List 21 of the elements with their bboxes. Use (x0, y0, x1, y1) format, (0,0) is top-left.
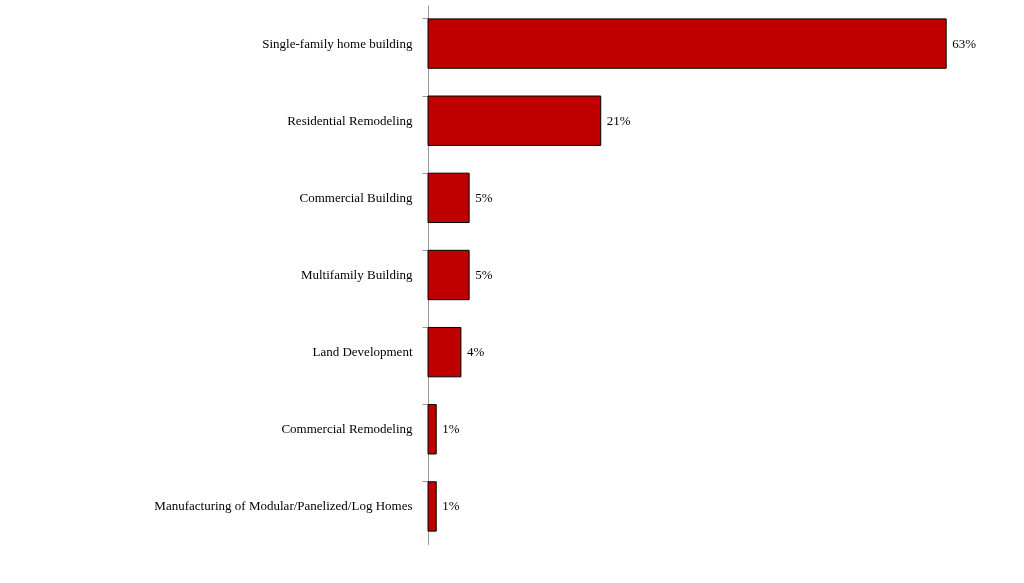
data-label: 5% (475, 267, 493, 282)
data-label: 21% (606, 112, 631, 128)
y-tick-label: Single-family home building (262, 35, 413, 51)
bar (427, 404, 437, 455)
bar (427, 326, 462, 378)
bar (427, 172, 470, 224)
y-tick-label: Commercial Remodeling (281, 421, 413, 437)
y-tick-label: Multifamily Building (300, 267, 413, 282)
bar (427, 18, 947, 69)
data-label: 1% (442, 421, 460, 437)
y-tick-label: Land Development (312, 344, 413, 360)
y-tick-label: Commercial Building (299, 189, 413, 205)
bar (427, 481, 437, 532)
data-label: 5% (475, 189, 493, 205)
y-tick-label: Residential Remodeling (287, 112, 413, 128)
y-tick-label: Manufacturing of Modular/Panelized/Log Homes (154, 498, 413, 514)
data-label: 4% (466, 344, 485, 360)
data-label: 63% (952, 35, 977, 51)
bar (427, 249, 470, 301)
data-label: 1% (442, 498, 460, 514)
bar (427, 95, 602, 146)
